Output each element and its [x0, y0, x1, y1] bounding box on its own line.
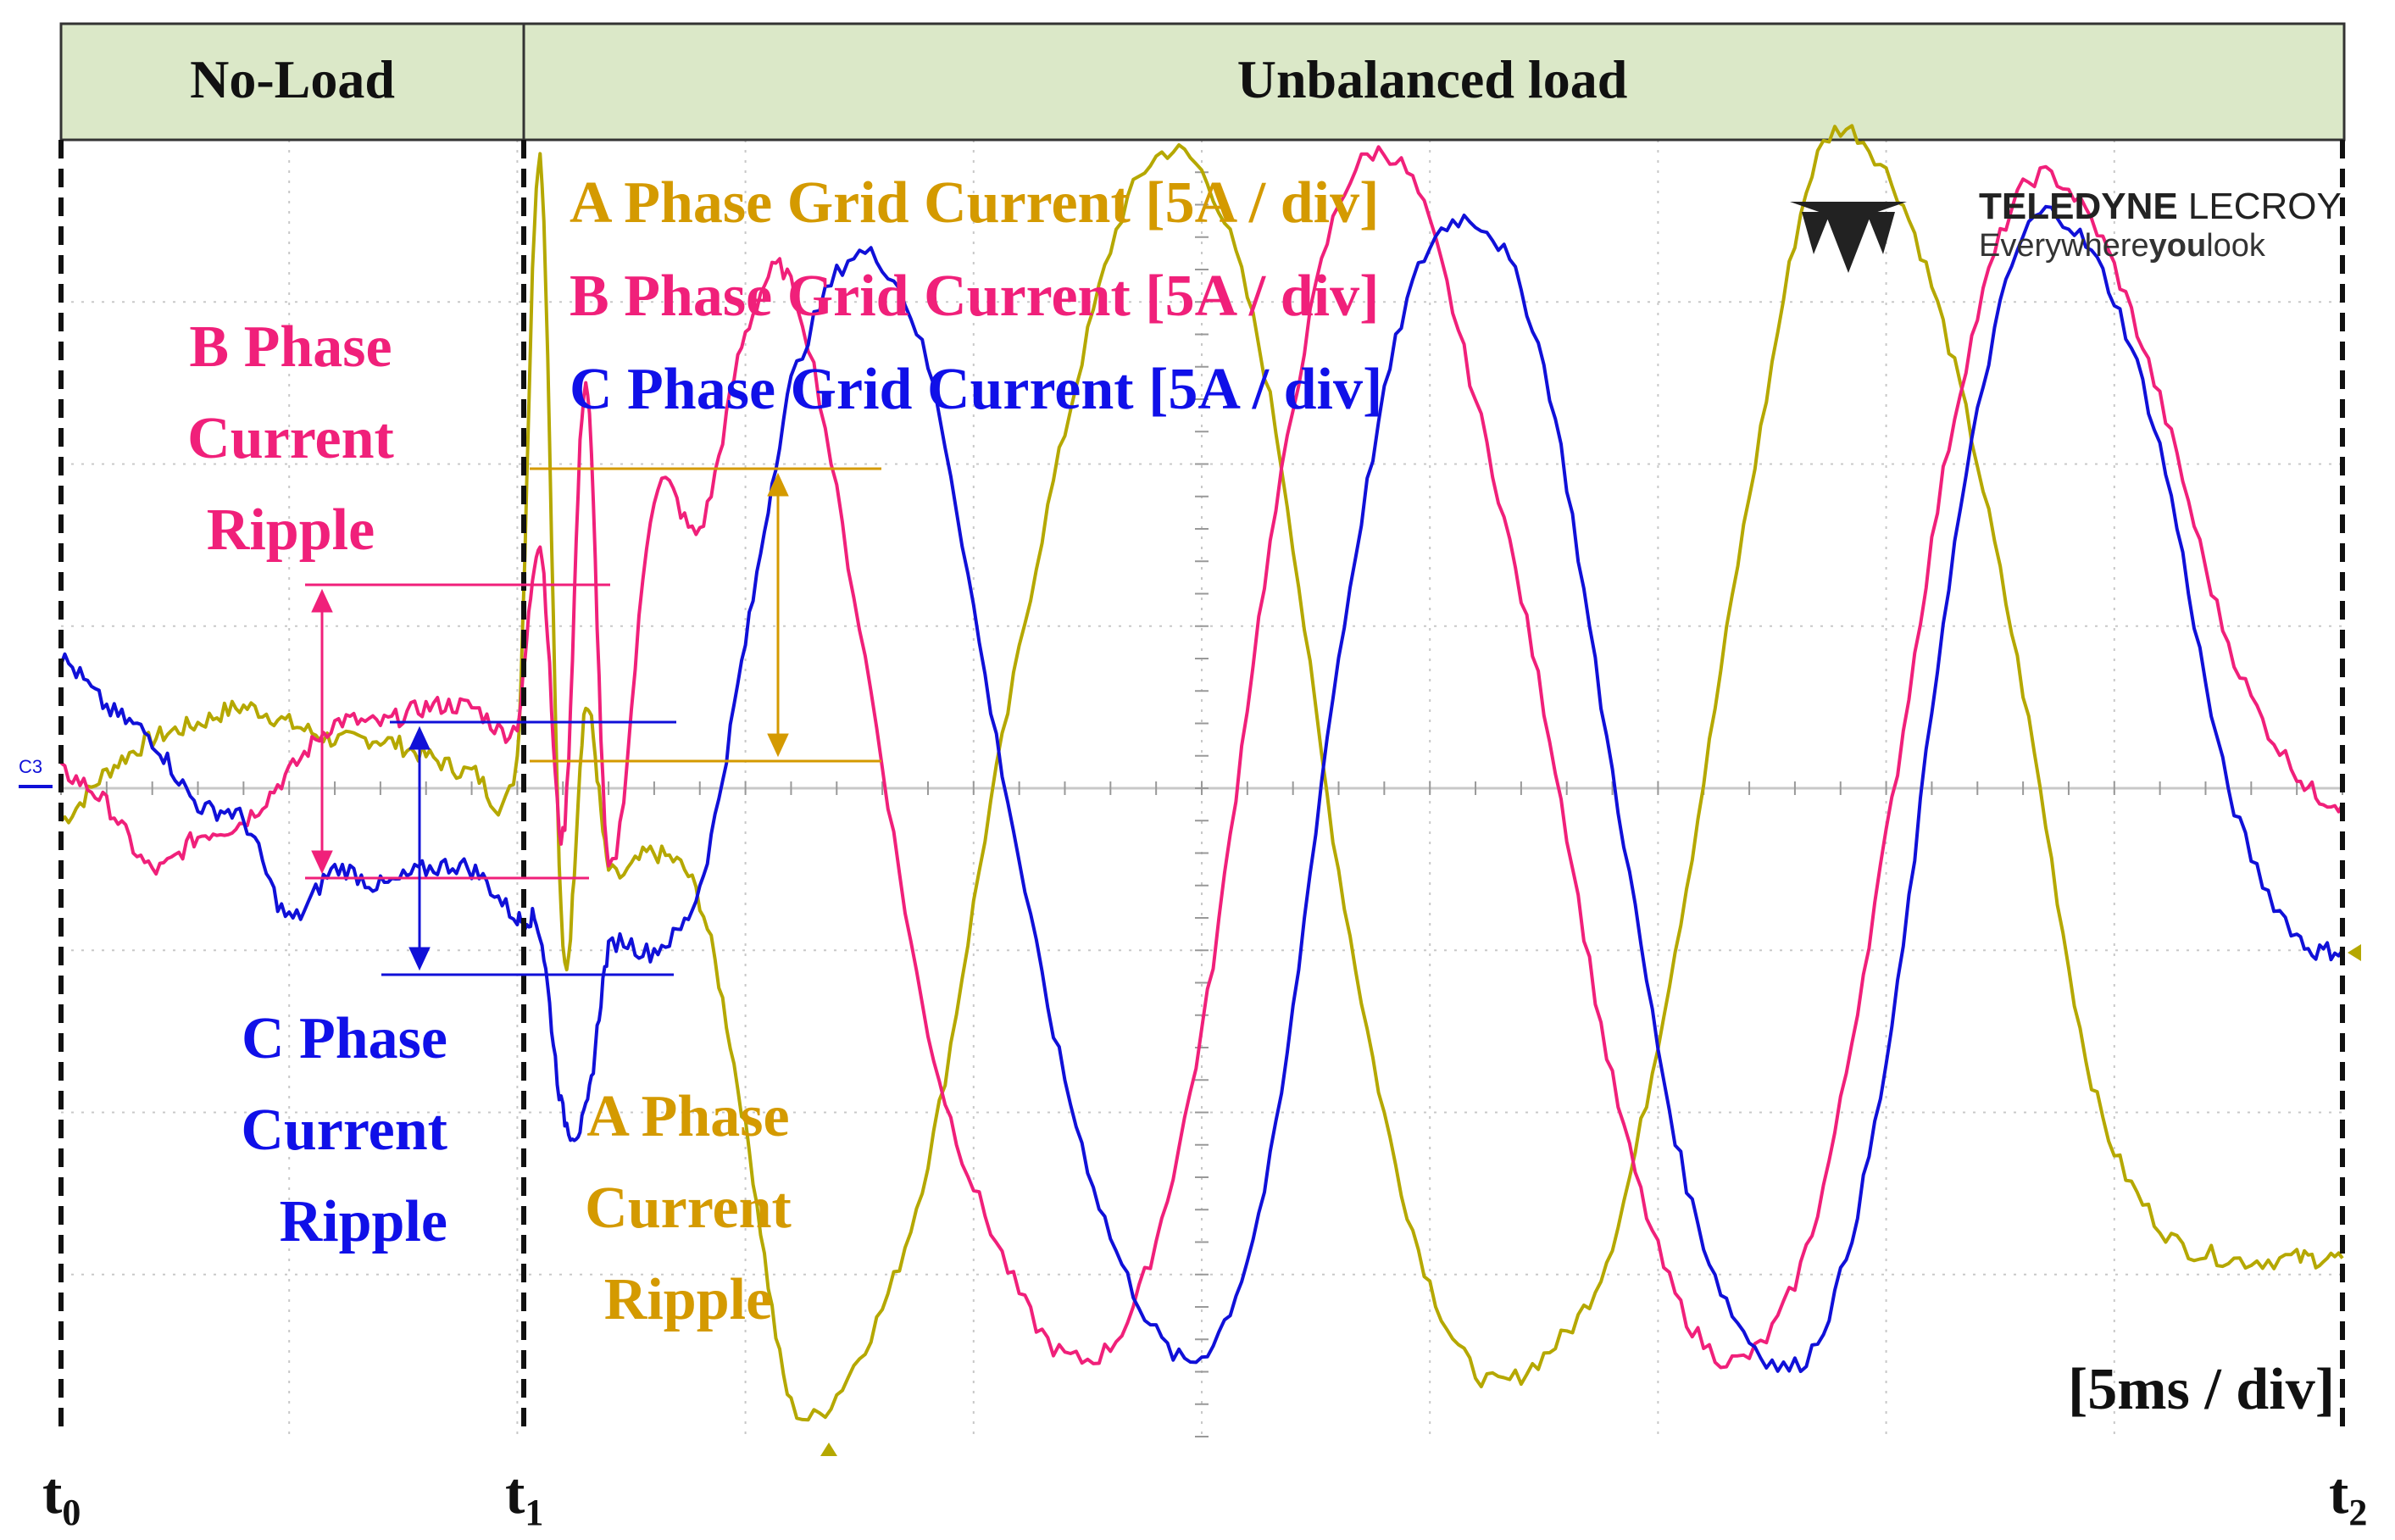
header-unbalanced-load: Unbalanced load: [1237, 49, 1628, 109]
trigger-position-icon: [820, 1443, 837, 1456]
a-ripple-annotation: A Phase Current Ripple: [585, 1084, 792, 1332]
a-ripple-line-3: Ripple: [604, 1267, 772, 1332]
phase-b-trace: [59, 145, 2344, 1370]
time-marker-t0: t0: [42, 1461, 81, 1533]
trigger-level-icon: [2348, 944, 2361, 961]
b-ripple-bracket: [305, 583, 610, 880]
b-ripple-annotation: B Phase Current Ripple: [187, 314, 394, 563]
header-no-load: No-Load: [190, 49, 395, 109]
legend-phase-c: C Phase Grid Current [5A / div]: [570, 357, 1382, 422]
b-ripple-line-2: Current: [187, 406, 394, 471]
c-ripple-annotation: C Phase Current Ripple: [241, 1006, 447, 1254]
grid: [60, 139, 2343, 1437]
b-ripple-line-3: Ripple: [207, 498, 375, 563]
a-ripple-bracket: [530, 467, 881, 763]
header-band: [59, 22, 2346, 142]
teledyne-logo-icon: [1790, 202, 1907, 273]
logo-brand: TELEDYNE LECROY: [1979, 186, 2342, 227]
c-ripple-line-3: Ripple: [280, 1189, 447, 1254]
a-ripple-line-2: Current: [585, 1176, 792, 1241]
legend-phase-b: B Phase Grid Current [5A / div]: [570, 264, 1379, 329]
channel-marker-c3: C3: [19, 756, 42, 777]
c-ripple-bracket: [381, 720, 676, 976]
legend-phase-a: A Phase Grid Current [5A / div]: [570, 170, 1379, 236]
b-ripple-line-1: B Phase: [189, 314, 392, 380]
teledyne-lecroy-logo: TELEDYNE LECROY Everywhereyoulook: [1790, 186, 2342, 273]
phase-c-trace: [59, 204, 2344, 1374]
c-ripple-line-2: Current: [241, 1098, 447, 1163]
logo-tagline: Everywhereyoulook: [1979, 228, 2266, 264]
a-ripple-line-1: A Phase: [586, 1084, 789, 1149]
time-marker-t2: t2: [2329, 1461, 2367, 1533]
time-marker-t1: t1: [505, 1461, 543, 1533]
time-markers: t0 t1 t2: [42, 1461, 2367, 1533]
timebase-label: [5ms / div]: [2068, 1357, 2335, 1422]
c-ripple-line-1: C Phase: [242, 1006, 447, 1071]
